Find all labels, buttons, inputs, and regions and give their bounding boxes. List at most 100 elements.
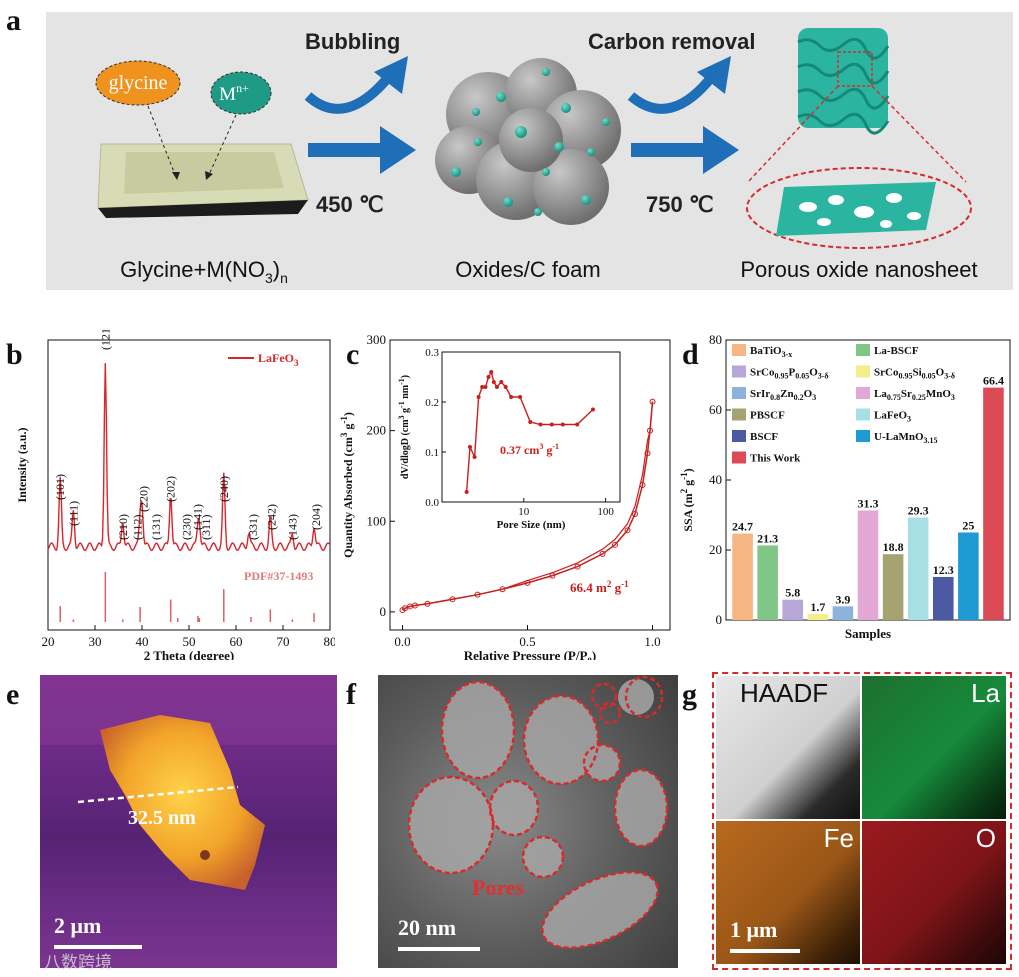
inset-y-tick-label: 0.0 — [425, 497, 439, 509]
ssa-legend-swatch — [732, 365, 746, 378]
glycine-label: glycine — [109, 72, 168, 94]
inset-y-axis-label: dV/dlogD (cm3 g-1 nm-1) — [397, 375, 411, 479]
inset-data-point — [549, 422, 554, 427]
start-label: Glycine+M(NO3)n — [120, 257, 288, 286]
ssa-legend-swatch — [732, 408, 746, 421]
bet-data-point — [499, 586, 506, 593]
bubbling-curved-arrowhead — [374, 56, 408, 94]
bet-data-point — [524, 579, 531, 586]
ssa-legend-swatch — [856, 387, 870, 399]
xrd-x-tick-label: 80 — [324, 634, 336, 649]
zoom-ellipse — [746, 167, 972, 249]
bet-data-point — [424, 600, 431, 607]
o-map: O — [862, 821, 1006, 964]
bet-data-point — [624, 527, 631, 534]
inset-data-point — [499, 380, 504, 384]
glycine-arrowhead — [172, 172, 180, 180]
ssa-value-label: 24.7 — [732, 520, 753, 534]
step1-temperature: 450 ℃ — [316, 192, 384, 217]
panel-g-letter: g — [682, 678, 697, 711]
ssa-legend-swatch — [732, 451, 746, 464]
ssa-legend-swatch — [856, 344, 870, 356]
ssa-y-tick-label: 20 — [709, 542, 722, 557]
ssa-legend-label: SrCo0.95Si0.05O3-δ — [874, 367, 955, 381]
bet-y-tick-label: 300 — [367, 332, 387, 347]
bet-data-point — [402, 605, 408, 612]
ssa-legend-swatch — [732, 430, 746, 442]
afm-height-label: 32.5 nm — [128, 807, 196, 829]
bet-x-tick-label: 0.5 — [519, 634, 535, 649]
ssa-legend-label: This Work — [750, 453, 801, 465]
bet-x-tick-label: 0.0 — [394, 634, 410, 649]
bet-data-point — [644, 450, 651, 457]
zoom-line-right — [871, 85, 967, 183]
inset-pore-volume-label: 0.37 cm3 g-1 — [500, 442, 559, 457]
ssa-value-label: 3.9 — [835, 592, 850, 606]
xrd-plot-area: 20 30 40 50 60 70 80 2 Theta (degree) Intensity … — [15, 330, 335, 660]
ssa-bar — [907, 517, 929, 620]
la-map: La — [862, 676, 1006, 819]
ssa-bar — [932, 576, 954, 620]
porous-nanosheet — [776, 182, 936, 236]
ssa-legend-swatch — [856, 408, 870, 421]
ssa-value-label: 25 — [962, 519, 974, 533]
glycine-dashed-arrow — [147, 105, 177, 178]
bet-data-point — [612, 541, 618, 548]
ssa-bar — [807, 614, 829, 620]
fe-label: Fe — [823, 823, 854, 853]
ssa-legend-label: La0.75Sr0.25MnO3 — [874, 388, 955, 402]
step2-temperature: 750 ℃ — [646, 192, 714, 217]
inset-x-tick-label: 10 — [518, 506, 530, 518]
eds-scale-label: 1 μm — [730, 917, 778, 942]
xrd-x-tick-label: 50 — [183, 634, 196, 649]
xrd-peak-label: (121) — [98, 330, 112, 350]
ssa-legend-label: LaFeO3 — [874, 410, 911, 424]
afm-scale-label: 2 μm — [54, 913, 102, 938]
ssa-bar-chart: 0 20 40 60 80 Samples SSA (m2 g-1) 24.7 21.3 5.8 1… — [679, 332, 1011, 641]
ssa-y-axis-label: SSA (m2 g-1) — [679, 468, 695, 531]
inset-data-point — [518, 395, 523, 399]
bubbling-label: Bubbling — [305, 29, 400, 54]
ssa-plot-area: 0 20 40 60 80 Samples SSA (m2 g-1) 24.7 21.3 5.8 1… — [679, 332, 1011, 641]
ssa-x-axis-label: Samples — [845, 626, 891, 641]
carbon-removal-curved-arrowhead — [697, 56, 731, 94]
panel-a-letter: a — [6, 4, 21, 37]
ssa-value-label: 31.3 — [858, 496, 879, 510]
bet-data-point — [549, 572, 556, 579]
inset-data-point — [575, 422, 580, 427]
xrd-frame — [47, 339, 331, 631]
xrd-y-axis-label: Intensity (a.u.) — [15, 427, 29, 502]
inset-data-point — [528, 420, 533, 424]
bet-y-tick-label: 100 — [367, 513, 387, 528]
inset-data-point — [472, 455, 477, 459]
ssa-bar — [757, 545, 778, 620]
ssa-bar — [857, 510, 879, 620]
xrd-peak-label: (101) — [53, 474, 67, 500]
xrd-peak-label: (210) — [116, 514, 130, 540]
xrd-peak-label: (143) — [285, 514, 299, 540]
step2-arrowhead — [703, 126, 739, 174]
ssa-value-label: 66.4 — [983, 374, 1004, 388]
o-label: O — [975, 823, 996, 853]
ssa-y-tick-label: 40 — [709, 472, 722, 487]
xrd-peak-label: (331) — [246, 514, 260, 540]
bet-data-point — [449, 596, 456, 603]
xrd-peak-label: (204) — [309, 504, 323, 530]
metal-ion-label: Mn+ — [219, 81, 249, 105]
bet-data-point — [574, 563, 581, 570]
xrd-chart: 20 30 40 50 60 70 80 2 Theta (degree) Intensity … — [15, 330, 335, 660]
bet-y-tick-label: 200 — [367, 423, 387, 438]
ssa-legend-label: BSCF — [750, 431, 778, 443]
tem-scale-label: 20 nm — [398, 915, 457, 940]
inset-data-point — [480, 385, 485, 389]
afm-profile-line — [77, 785, 239, 804]
ssa-value-label: 1.7 — [810, 600, 825, 614]
xrd-x-tick-label: 30 — [89, 634, 102, 649]
ssa-legend-label: La-BSCF — [874, 345, 919, 357]
bet-data-point — [647, 427, 653, 434]
afm-scale-bar — [54, 945, 142, 949]
fe-map: Fe 1 μm — [716, 821, 860, 964]
tem-scale-bar — [398, 947, 480, 951]
ssa-legend-swatch — [732, 387, 746, 399]
eds-mapping-grid: HAADF La Fe 1 μm O — [712, 672, 1012, 970]
